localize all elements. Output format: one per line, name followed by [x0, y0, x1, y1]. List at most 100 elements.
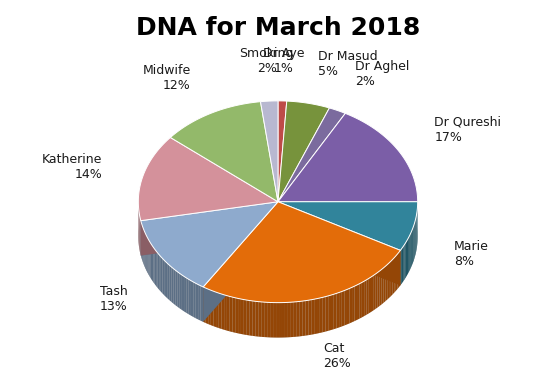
- Polygon shape: [278, 108, 345, 202]
- Polygon shape: [393, 258, 394, 294]
- Polygon shape: [294, 302, 297, 337]
- Polygon shape: [396, 254, 398, 291]
- Polygon shape: [408, 236, 409, 273]
- Polygon shape: [161, 256, 162, 293]
- Polygon shape: [381, 268, 384, 305]
- Text: Katherine
14%: Katherine 14%: [42, 152, 102, 181]
- Polygon shape: [166, 262, 168, 299]
- Polygon shape: [406, 241, 407, 277]
- Polygon shape: [221, 294, 224, 330]
- Polygon shape: [244, 300, 247, 335]
- Polygon shape: [193, 282, 196, 318]
- Polygon shape: [238, 298, 241, 334]
- Polygon shape: [219, 293, 221, 329]
- Polygon shape: [151, 243, 152, 280]
- Polygon shape: [344, 289, 347, 326]
- Polygon shape: [362, 281, 364, 317]
- Polygon shape: [255, 301, 259, 336]
- Polygon shape: [196, 283, 198, 319]
- Polygon shape: [252, 301, 255, 336]
- Polygon shape: [203, 202, 278, 322]
- Polygon shape: [414, 222, 415, 258]
- Polygon shape: [300, 301, 302, 336]
- Polygon shape: [259, 301, 261, 337]
- Polygon shape: [375, 273, 378, 309]
- Polygon shape: [206, 288, 208, 324]
- Polygon shape: [177, 272, 180, 308]
- Polygon shape: [261, 302, 264, 337]
- Polygon shape: [378, 271, 380, 308]
- Polygon shape: [355, 285, 357, 321]
- Ellipse shape: [138, 136, 418, 338]
- Polygon shape: [285, 302, 288, 338]
- Polygon shape: [273, 303, 276, 338]
- Polygon shape: [347, 288, 350, 324]
- Polygon shape: [322, 297, 325, 332]
- Polygon shape: [279, 303, 282, 338]
- Polygon shape: [342, 291, 344, 326]
- Polygon shape: [314, 299, 317, 334]
- Polygon shape: [270, 303, 273, 338]
- Polygon shape: [278, 101, 287, 202]
- Polygon shape: [380, 270, 381, 306]
- Polygon shape: [153, 247, 155, 284]
- Polygon shape: [398, 252, 399, 289]
- Polygon shape: [403, 244, 405, 281]
- Polygon shape: [352, 286, 355, 322]
- Text: Dr Masud
5%: Dr Masud 5%: [317, 50, 377, 78]
- Polygon shape: [278, 101, 329, 202]
- Polygon shape: [145, 233, 146, 270]
- Polygon shape: [162, 258, 164, 295]
- Polygon shape: [201, 286, 203, 322]
- Polygon shape: [203, 287, 206, 323]
- Polygon shape: [191, 281, 193, 317]
- Polygon shape: [172, 267, 173, 304]
- Polygon shape: [159, 255, 161, 291]
- Polygon shape: [350, 287, 352, 323]
- Text: Midwife
12%: Midwife 12%: [142, 64, 191, 92]
- Polygon shape: [203, 202, 400, 303]
- Polygon shape: [203, 202, 278, 322]
- Polygon shape: [278, 202, 400, 285]
- Polygon shape: [211, 290, 214, 326]
- Polygon shape: [150, 241, 151, 278]
- Polygon shape: [141, 202, 278, 287]
- Polygon shape: [357, 284, 360, 320]
- Polygon shape: [184, 276, 186, 313]
- Polygon shape: [385, 265, 388, 301]
- Text: Dr Qureshi
17%: Dr Qureshi 17%: [434, 116, 502, 144]
- Polygon shape: [216, 292, 219, 328]
- Polygon shape: [302, 301, 305, 336]
- Text: Cat
26%: Cat 26%: [323, 342, 351, 370]
- Polygon shape: [391, 260, 393, 296]
- Polygon shape: [413, 226, 414, 263]
- Text: DNA for March 2018: DNA for March 2018: [136, 16, 420, 40]
- Polygon shape: [412, 228, 413, 265]
- Polygon shape: [384, 266, 385, 303]
- Polygon shape: [339, 291, 342, 327]
- Polygon shape: [152, 245, 153, 282]
- Polygon shape: [168, 264, 170, 300]
- Polygon shape: [261, 101, 278, 202]
- Polygon shape: [146, 235, 147, 272]
- Text: Tash
13%: Tash 13%: [100, 285, 128, 313]
- Polygon shape: [336, 293, 339, 328]
- Polygon shape: [138, 137, 278, 221]
- Polygon shape: [291, 302, 294, 337]
- Polygon shape: [143, 229, 145, 266]
- Polygon shape: [176, 270, 177, 307]
- Polygon shape: [164, 260, 166, 297]
- Polygon shape: [371, 275, 373, 312]
- Polygon shape: [373, 274, 375, 310]
- Polygon shape: [141, 202, 278, 256]
- Polygon shape: [360, 282, 362, 319]
- Polygon shape: [364, 280, 366, 316]
- Polygon shape: [173, 269, 176, 305]
- Polygon shape: [241, 299, 244, 334]
- Polygon shape: [334, 293, 336, 329]
- Polygon shape: [267, 302, 270, 338]
- Polygon shape: [180, 274, 182, 310]
- Polygon shape: [158, 253, 159, 290]
- Polygon shape: [317, 298, 320, 334]
- Polygon shape: [278, 202, 400, 285]
